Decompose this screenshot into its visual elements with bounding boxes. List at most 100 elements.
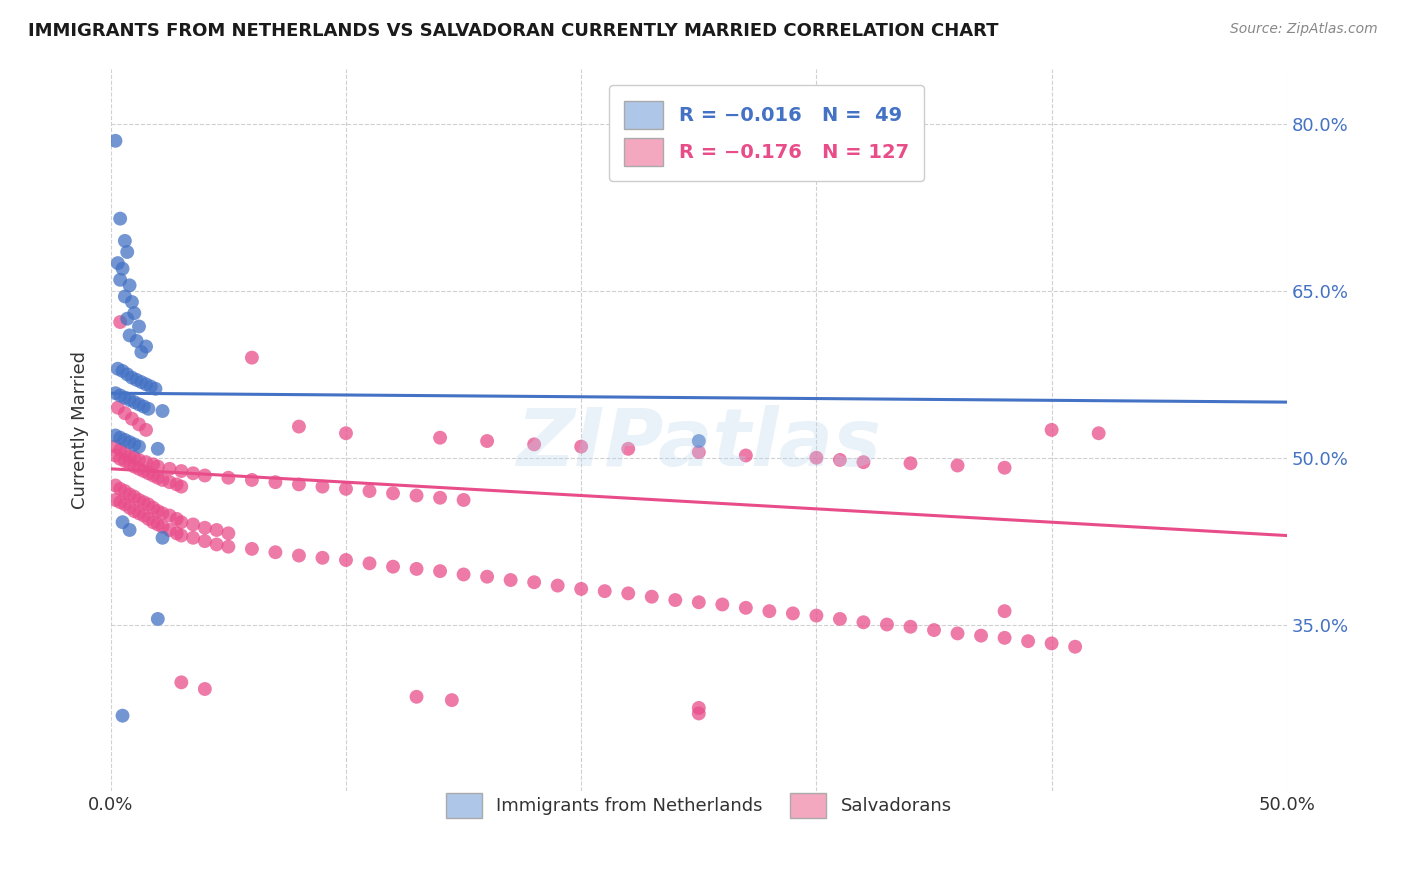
Point [124, 490, 146, 504]
Point [152, 531, 174, 545]
Point [132, 400, 155, 414]
Point [946, 458, 969, 473]
Point [124, 504, 146, 518]
Text: IMMIGRANTS FROM NETHERLANDS VS SALVADORAN CURRENTLY MARRIED CORRELATION CHART: IMMIGRANTS FROM NETHERLANDS VS SALVADORA… [28, 22, 998, 40]
Point [166, 512, 188, 526]
Point [114, 391, 136, 405]
Point [124, 306, 146, 320]
Point [118, 435, 141, 450]
Point [111, 708, 134, 723]
Point [118, 523, 141, 537]
Point [453, 492, 475, 507]
Point [475, 434, 498, 448]
Point [288, 477, 311, 491]
Point [523, 437, 546, 451]
Point [405, 562, 427, 576]
Point [617, 442, 640, 456]
Point [1017, 634, 1039, 648]
Point [124, 459, 146, 474]
Point [108, 482, 131, 496]
Point [453, 567, 475, 582]
Point [142, 458, 165, 472]
Point [641, 590, 664, 604]
Point [1040, 423, 1063, 437]
Point [194, 521, 217, 535]
Point [108, 451, 131, 466]
Point [311, 550, 333, 565]
Point [181, 467, 204, 481]
Point [359, 557, 381, 571]
Point [115, 311, 138, 326]
Point [135, 339, 157, 353]
Point [922, 623, 945, 637]
Point [146, 471, 169, 485]
Point [734, 600, 756, 615]
Point [382, 486, 405, 500]
Point [688, 701, 710, 715]
Point [111, 364, 134, 378]
Point [131, 375, 153, 389]
Point [429, 431, 451, 445]
Point [138, 512, 160, 526]
Point [125, 334, 148, 348]
Point [108, 431, 131, 445]
Point [114, 454, 136, 468]
Point [440, 693, 463, 707]
Point [128, 440, 150, 454]
Point [946, 626, 969, 640]
Point [118, 328, 141, 343]
Point [569, 582, 592, 596]
Point [688, 706, 710, 721]
Point [124, 450, 146, 465]
Point [711, 598, 734, 612]
Point [335, 553, 357, 567]
Point [138, 401, 160, 416]
Point [993, 460, 1015, 475]
Point [382, 559, 405, 574]
Point [1064, 640, 1087, 654]
Point [145, 382, 167, 396]
Point [114, 484, 136, 499]
Point [125, 373, 148, 387]
Point [181, 531, 204, 545]
Text: Source: ZipAtlas.com: Source: ZipAtlas.com [1230, 22, 1378, 37]
Point [118, 392, 141, 407]
Point [181, 517, 204, 532]
Point [993, 631, 1015, 645]
Point [152, 473, 174, 487]
Point [170, 464, 193, 478]
Point [335, 482, 357, 496]
Point [152, 506, 174, 520]
Point [104, 440, 127, 454]
Point [128, 319, 150, 334]
Point [128, 462, 150, 476]
Point [135, 423, 157, 437]
Point [128, 417, 150, 432]
Point [118, 278, 141, 293]
Point [688, 445, 710, 459]
Point [108, 495, 131, 509]
Point [104, 428, 127, 442]
Point [264, 545, 287, 559]
Point [194, 534, 217, 549]
Point [114, 406, 136, 420]
Point [688, 595, 710, 609]
Point [876, 617, 898, 632]
Point [104, 492, 127, 507]
Point [311, 480, 333, 494]
Point [108, 211, 131, 226]
Point [170, 528, 193, 542]
Point [664, 593, 686, 607]
Point [758, 604, 780, 618]
Point [405, 690, 427, 704]
Point [138, 497, 160, 511]
Point [131, 345, 153, 359]
Point [128, 492, 150, 507]
Point [828, 453, 851, 467]
Point [135, 377, 157, 392]
Point [152, 404, 174, 418]
Point [1087, 426, 1109, 441]
Point [108, 273, 131, 287]
Y-axis label: Currently Married: Currently Married [72, 351, 89, 509]
Point [142, 500, 165, 515]
